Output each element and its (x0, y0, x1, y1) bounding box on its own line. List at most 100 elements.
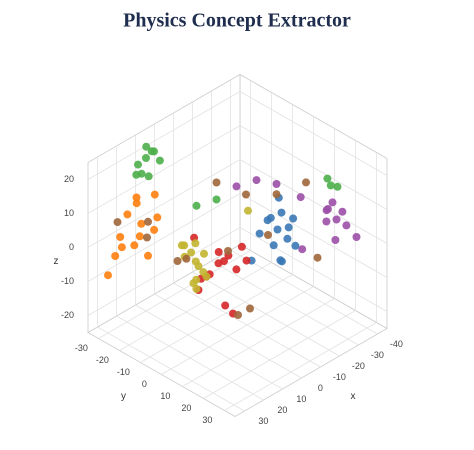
point (192, 275, 201, 284)
point (137, 219, 146, 228)
grid-line (87, 125, 241, 214)
point (214, 248, 223, 256)
point (302, 178, 310, 187)
z-tick-label: 10 (64, 208, 74, 218)
x-axis-title: x (351, 391, 356, 402)
point (187, 248, 196, 257)
point (266, 213, 275, 222)
point (182, 254, 191, 263)
point (147, 147, 156, 156)
grid-line (239, 227, 388, 312)
point (291, 241, 300, 250)
point (276, 256, 285, 265)
point (298, 245, 307, 254)
point (173, 257, 182, 265)
point (220, 257, 228, 266)
y-tick-label: 0 (142, 379, 147, 389)
point (313, 253, 322, 262)
z-tick-label: 20 (64, 174, 74, 184)
point (333, 182, 342, 191)
point (144, 172, 153, 181)
point (244, 206, 252, 215)
point (143, 233, 151, 242)
point (150, 225, 159, 234)
grid-line (87, 193, 241, 282)
point (153, 213, 162, 222)
x-tick-label: 0 (318, 383, 323, 393)
grid-line (224, 322, 377, 411)
grid-line (87, 91, 241, 180)
x-tick-label: -40 (390, 339, 403, 349)
y-tick-label: -20 (96, 355, 109, 365)
point (264, 231, 272, 239)
z-tick-label: 0 (69, 242, 74, 252)
point (137, 169, 146, 178)
y-tick-label: -10 (117, 367, 130, 377)
point (277, 208, 286, 217)
y-tick-label: 20 (181, 403, 191, 413)
point (117, 243, 126, 252)
point (322, 217, 331, 226)
point (142, 154, 150, 162)
point (296, 193, 305, 202)
point (246, 304, 254, 313)
point (224, 247, 232, 255)
point (242, 256, 251, 265)
point (144, 217, 152, 226)
x-tick-label: 10 (296, 394, 306, 404)
point (273, 225, 282, 234)
point (123, 210, 132, 219)
y-tick-label: 10 (160, 391, 170, 401)
point (150, 190, 159, 199)
point (283, 234, 292, 243)
point (132, 199, 141, 208)
y-axis-title: y (121, 391, 126, 402)
point (326, 181, 335, 190)
chart-title: Physics Concept Extractor (123, 10, 351, 32)
grid-line (239, 125, 388, 210)
z-axis-title: z (54, 256, 59, 267)
point (199, 268, 208, 277)
z-tick-label: -20 (61, 310, 74, 320)
y-tick-label: -30 (75, 343, 88, 353)
point (200, 249, 208, 258)
point (269, 241, 278, 250)
point (142, 142, 151, 151)
point (331, 236, 340, 244)
grid-line (239, 193, 388, 278)
grid-line (239, 159, 388, 244)
point (323, 205, 332, 213)
point (352, 233, 361, 241)
point (289, 214, 298, 223)
grid-line (161, 286, 314, 375)
point (212, 178, 221, 187)
point (255, 229, 264, 238)
y-tick-label: 30 (202, 415, 212, 425)
point (237, 242, 246, 251)
point (232, 182, 241, 191)
point (191, 257, 200, 266)
point (130, 241, 139, 250)
point (132, 193, 141, 202)
point (192, 201, 201, 210)
point (328, 198, 337, 207)
x-tick-label: 30 (258, 416, 268, 426)
point (252, 176, 261, 185)
grid-line (87, 227, 241, 316)
point (234, 311, 242, 319)
grid-line (98, 250, 251, 339)
point (338, 207, 347, 216)
grid-line (87, 159, 241, 248)
x-tick-label: -30 (371, 350, 384, 360)
point (284, 223, 293, 232)
point (155, 156, 164, 165)
point (116, 233, 125, 241)
grid-line (182, 298, 335, 387)
point (332, 215, 341, 224)
point (272, 180, 281, 188)
point (191, 239, 200, 248)
z-tick-label: -10 (61, 276, 74, 286)
point (212, 195, 221, 204)
point (192, 284, 201, 293)
